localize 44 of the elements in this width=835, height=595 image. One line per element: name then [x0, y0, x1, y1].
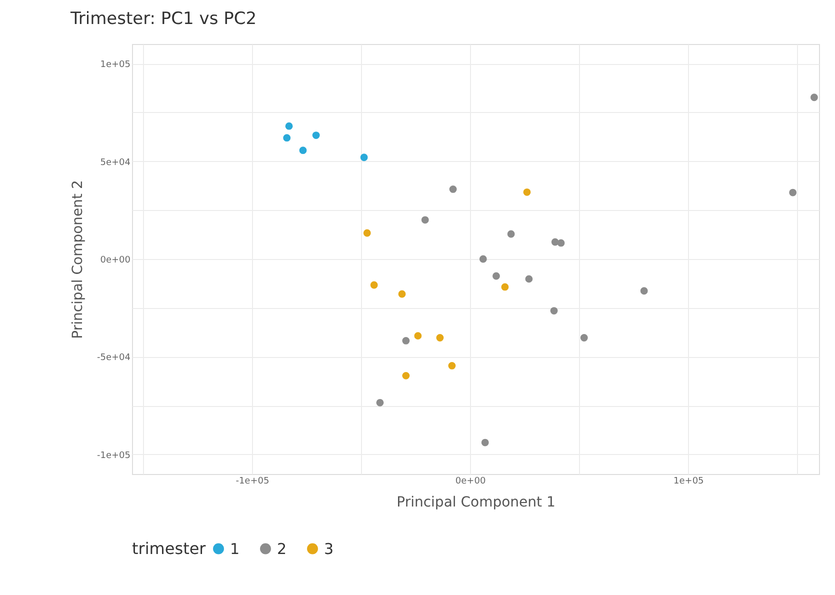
point: [557, 239, 565, 247]
legend-label: 3: [324, 540, 334, 558]
point: [360, 154, 368, 162]
point: [479, 255, 487, 263]
x-tick-label: 1e+05: [674, 476, 704, 486]
point: [789, 188, 797, 196]
point: [492, 272, 500, 280]
point: [523, 188, 531, 196]
point: [363, 229, 371, 237]
y-tick-label: -5e+04: [96, 353, 131, 364]
point: [550, 307, 558, 314]
chart-title: Trimester: PC1 vs PC2: [69, 9, 257, 29]
legend-label: 1: [230, 540, 240, 558]
x-tick-label: 0e+00: [455, 476, 486, 486]
x-tick-label: -1e+05: [236, 476, 270, 486]
y-axis-title: Principal Component 2: [70, 180, 86, 339]
point: [525, 275, 533, 283]
point: [436, 334, 444, 342]
point: [285, 122, 293, 130]
legend-title: trimester: [132, 539, 206, 558]
y-tick-label: 1e+05: [100, 60, 130, 70]
point: [414, 332, 422, 340]
point: [370, 281, 378, 289]
point: [402, 372, 410, 380]
point: [402, 337, 410, 344]
y-tick-label: -1e+05: [96, 450, 130, 461]
point: [421, 216, 429, 224]
point: [449, 186, 457, 193]
y-tick-label: 0e+00: [100, 256, 131, 266]
point: [283, 134, 291, 142]
y-tick-label: 5e+04: [100, 158, 131, 168]
x-axis-title: Principal Component 1: [396, 494, 556, 510]
point: [810, 94, 818, 102]
point: [398, 290, 406, 298]
point: [481, 438, 489, 446]
point: [580, 334, 588, 342]
point: [640, 287, 648, 295]
point: [312, 132, 320, 139]
legend-label: 2: [277, 540, 287, 558]
point: [376, 398, 384, 406]
point: [507, 230, 515, 238]
point: [448, 362, 456, 370]
point: [501, 283, 509, 291]
point: [299, 146, 307, 154]
